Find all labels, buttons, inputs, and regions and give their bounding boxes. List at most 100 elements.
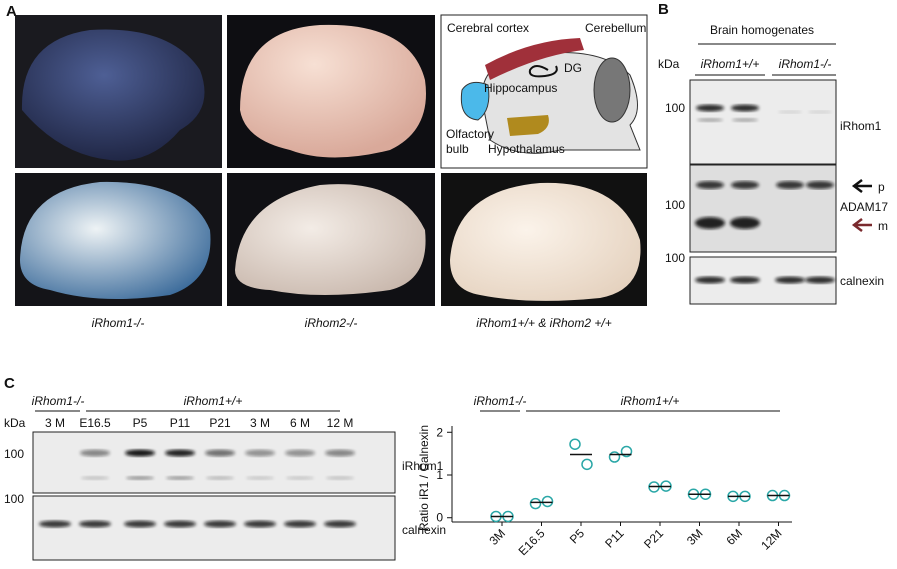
cortex (485, 38, 584, 80)
diagram-label: Cerebral cortex (447, 21, 529, 35)
band (808, 110, 832, 114)
caption: iRhom1+/+ & iRhom2 +/+ (476, 316, 611, 330)
x-tick-label: P21 (641, 526, 666, 551)
group-label: iRhom1-/- (779, 57, 832, 71)
band (81, 476, 109, 480)
band (206, 476, 234, 480)
y-tick-label: 1 (436, 468, 443, 482)
x-tick-label: P11 (602, 526, 627, 551)
marker: 100 (665, 198, 685, 212)
band (732, 118, 758, 122)
point (529, 497, 542, 510)
band (696, 181, 724, 189)
band (204, 520, 236, 528)
blot (32, 431, 396, 561)
band (806, 181, 834, 189)
lane-label: P11 (170, 416, 191, 430)
diagram-label: Hypothalamus (488, 142, 565, 156)
band (778, 110, 802, 114)
band (165, 449, 195, 457)
lane-label: P21 (209, 416, 231, 430)
band (805, 276, 835, 284)
lane-label: 12 M (327, 416, 354, 430)
band (285, 449, 315, 457)
blot-frame (689, 79, 837, 165)
hippocampus (528, 65, 558, 78)
caption: iRhom2-/- (305, 316, 358, 330)
band (325, 449, 355, 457)
arrow (851, 218, 872, 232)
point (541, 495, 554, 508)
band (39, 520, 71, 528)
brain (450, 182, 641, 301)
point (620, 445, 633, 458)
x-tick-label: 3M (684, 526, 706, 548)
blot-label: iRhom1 (840, 119, 882, 133)
band (244, 520, 276, 528)
lane-label: P5 (133, 416, 148, 430)
band (286, 476, 314, 480)
diagram-label: Cerebellum (585, 21, 646, 35)
kda: kDa (4, 416, 26, 430)
band (166, 476, 194, 480)
band (696, 104, 724, 112)
brain (235, 184, 426, 295)
brain (21, 29, 205, 161)
x-tick-label: 12M (758, 526, 784, 552)
band (776, 181, 804, 189)
band (245, 449, 275, 457)
band (695, 276, 725, 284)
brain (20, 181, 211, 299)
caption: iRhom1-/- (92, 316, 145, 330)
blot-frame (689, 164, 837, 253)
blot-label: iRhom1 (402, 459, 444, 473)
point (608, 451, 621, 463)
hypothalamus (507, 115, 549, 136)
kda: kDa (658, 57, 680, 71)
panel-label: B (658, 1, 669, 18)
brain (240, 24, 426, 158)
x-tick-label: P5 (567, 526, 588, 547)
group-label: iRhom1-/- (32, 394, 85, 408)
lane-labels: 3 M E16.5 P5 P11 P21 3 M 6 M 12 M (45, 416, 353, 430)
photos (15, 14, 648, 306)
marker: 100 (4, 492, 24, 506)
band (731, 181, 759, 189)
band (324, 520, 356, 528)
cerebellum (593, 57, 631, 123)
band (79, 520, 111, 528)
band (126, 476, 154, 480)
y-axis-label: Ratio iR1 / Calnexin (417, 425, 431, 531)
blot-frame (32, 431, 396, 494)
lane-label: 6 M (290, 416, 310, 430)
band (730, 217, 760, 229)
blot (689, 79, 837, 305)
marker: 100 (665, 251, 685, 265)
band (205, 449, 235, 457)
band (326, 476, 354, 480)
marker: 100 (665, 101, 685, 115)
lane-label: E16.5 (79, 416, 111, 430)
panel-label: A (6, 3, 17, 20)
band (80, 449, 110, 457)
y-tick-label: 2 (436, 425, 443, 439)
band (164, 520, 196, 528)
band (125, 449, 155, 457)
lane-label: 3 M (45, 416, 65, 430)
diagram-label: DG (564, 61, 582, 75)
olfactory-bulb (460, 81, 490, 121)
group-label: iRhom1+/+ (184, 394, 243, 408)
band (730, 276, 760, 284)
header: Brain homogenates (710, 23, 814, 37)
band (695, 217, 725, 229)
chart: 0 1 2 3M E16.5 P5 P11 P21 3M 6M 12M (436, 425, 792, 558)
arrow (851, 179, 872, 193)
blot-label: calnexin (402, 523, 446, 537)
blot-label: calnexin (840, 274, 884, 288)
group-label: iRhom1+/+ (621, 394, 680, 408)
diagram-label: Olfactory (446, 127, 494, 141)
diagram-label: bulb (446, 142, 469, 156)
band (697, 118, 723, 122)
point (569, 438, 581, 450)
